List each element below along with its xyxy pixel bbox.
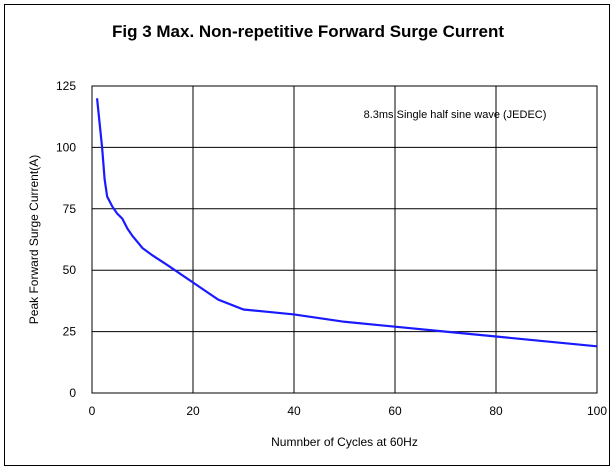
y-axis-label: Peak Forward Surge Current(A) (27, 155, 41, 324)
y-tick-label: 0 (69, 386, 76, 400)
x-tick-label: 60 (388, 404, 402, 418)
annotation-text: 8.3ms Single half sine wave (JEDEC) (364, 109, 547, 121)
x-tick-label: 20 (186, 404, 200, 418)
chart-title: Fig 3 Max. Non-repetitive Forward Surge … (111, 22, 504, 41)
x-tick-label: 100 (587, 404, 607, 418)
series-line (95, 98, 598, 348)
x-tick-label: 80 (489, 404, 503, 418)
chart-frame (4, 4, 610, 466)
y-tick-label: 50 (63, 263, 77, 277)
plot-area (91, 85, 598, 394)
x-tick-label: 40 (287, 404, 301, 418)
x-axis-label: Numnber of Cycles at 60Hz (271, 435, 418, 449)
y-tick-label: 100 (56, 140, 76, 154)
y-tick-label: 75 (63, 202, 77, 216)
y-tick-label: 125 (56, 79, 76, 93)
y-tick-label: 25 (63, 325, 77, 339)
x-tick-label: 0 (89, 404, 96, 418)
